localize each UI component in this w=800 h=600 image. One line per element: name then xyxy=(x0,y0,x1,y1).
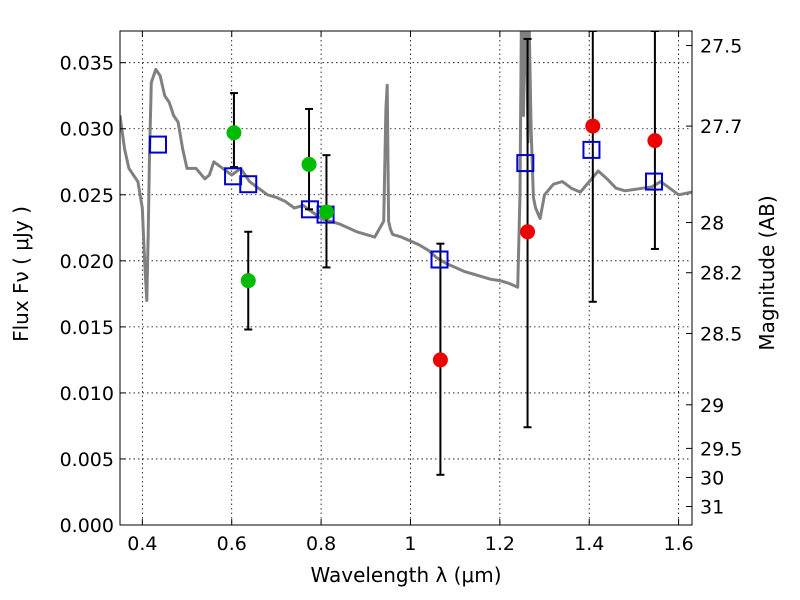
x-tick-label: 1.4 xyxy=(574,533,604,555)
right-tick-label: 27.5 xyxy=(700,36,742,58)
error-bars xyxy=(229,31,659,476)
green-data-point xyxy=(226,125,242,141)
axis-ticks: 0.4 0.6 0.8 1 1.2 1.4 1.6 0.000 0.005 0.010 0.015 0… xyxy=(60,31,742,555)
x-tick-label: 1 xyxy=(404,533,416,555)
right-tick-label: 29 xyxy=(700,395,724,417)
y-tick-label: 0.025 xyxy=(60,185,114,207)
x-tick-label: 0.8 xyxy=(306,533,336,555)
model-photometry-square xyxy=(239,175,258,194)
model-photometry-square xyxy=(582,140,601,159)
spectrum-line xyxy=(120,31,692,302)
plot-frame xyxy=(119,30,693,526)
x-tick-label: 0.4 xyxy=(127,533,157,555)
model-spectrum xyxy=(120,31,692,302)
grid xyxy=(120,31,692,526)
x-tick-label: 1.2 xyxy=(485,533,515,555)
right-tick-label: 27.7 xyxy=(700,116,742,138)
y-tick-label: 0.015 xyxy=(60,317,114,339)
y-tick-label: 0.010 xyxy=(60,383,114,405)
x-tick-label: 0.6 xyxy=(217,533,247,555)
right-tick-label: 31 xyxy=(700,497,724,519)
model-photometry-square xyxy=(430,250,449,269)
data-points xyxy=(148,118,664,368)
right-tick-label: 30 xyxy=(700,467,724,489)
y-tick-label: 0.005 xyxy=(60,449,114,471)
y-tick-label: 0.000 xyxy=(60,515,114,537)
x-axis-label: Wavelength λ (μm) xyxy=(310,563,501,587)
y-tick-label: 0.020 xyxy=(60,251,114,273)
right-tick-label: 29.5 xyxy=(700,438,742,460)
red-data-point xyxy=(585,118,601,134)
y-axis-label: Flux Fν ( μJy ) xyxy=(9,206,33,342)
red-data-point xyxy=(520,224,536,240)
model-photometry-square xyxy=(516,154,535,173)
x-tick-label: 1.6 xyxy=(663,533,693,555)
red-data-point xyxy=(647,133,663,149)
model-photometry-square xyxy=(645,172,664,191)
y-tick-label: 0.030 xyxy=(60,119,114,141)
red-data-point xyxy=(432,352,448,368)
green-data-point xyxy=(318,204,334,220)
y-tick-label: 0.035 xyxy=(60,53,114,75)
right-tick-label: 28 xyxy=(700,213,724,235)
green-data-point xyxy=(301,156,317,172)
right-tick-label: 28.2 xyxy=(700,263,742,285)
right-axis-label: Magnitude (AB) xyxy=(755,195,779,350)
green-data-point xyxy=(240,273,256,289)
right-tick-label: 28.5 xyxy=(700,323,742,345)
model-photometry-square xyxy=(148,135,167,154)
